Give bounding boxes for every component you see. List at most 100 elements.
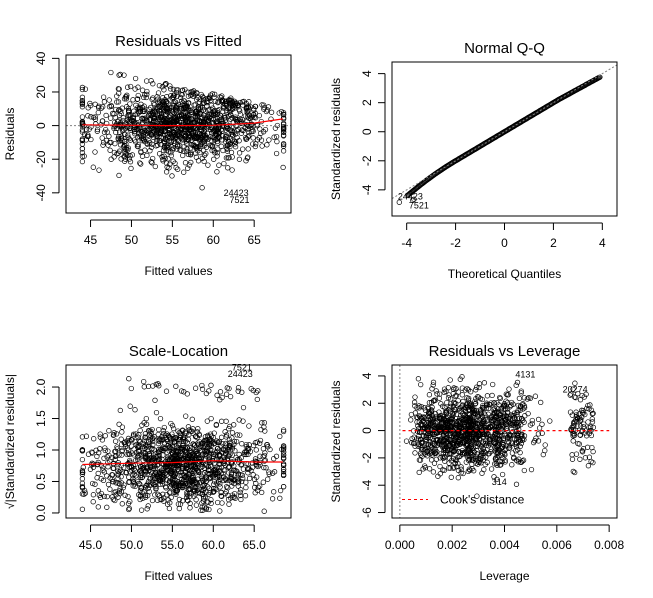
data-point [467, 431, 473, 437]
data-point [513, 481, 520, 487]
data-point [132, 111, 139, 117]
data-point [577, 415, 583, 421]
data-point [121, 153, 127, 160]
data-point [168, 446, 174, 452]
data-point [187, 151, 194, 157]
data-point [472, 401, 478, 407]
data-point [192, 488, 198, 494]
data-point [502, 421, 509, 428]
data-point [255, 484, 261, 491]
data-point [157, 481, 163, 488]
data-point [237, 432, 243, 438]
data-point [496, 424, 502, 430]
data-point [474, 493, 480, 499]
data-point [462, 387, 468, 393]
data-point [97, 446, 103, 452]
scale-location-panel: Scale-Location Fitted values √|Standardize… [3, 343, 292, 583]
data-point [215, 445, 221, 452]
data-point [408, 411, 415, 418]
data-point [169, 147, 176, 153]
data-point [208, 450, 214, 456]
data-point [155, 449, 162, 456]
data-point [163, 160, 170, 166]
data-point [162, 128, 168, 134]
data-point [124, 84, 131, 90]
x-tick-label: 50.0 [120, 538, 144, 552]
data-point [175, 166, 181, 172]
data-point [185, 486, 192, 493]
data-point [121, 72, 127, 78]
data-point [459, 402, 466, 408]
data-point [448, 438, 454, 445]
data-point [126, 451, 132, 457]
data-point [515, 408, 521, 414]
data-point [245, 111, 251, 117]
data-point [203, 461, 209, 467]
data-point [451, 385, 457, 391]
data-point [173, 489, 179, 496]
data-point [192, 433, 199, 440]
data-point [493, 457, 499, 463]
data-point [170, 473, 177, 479]
data-point [156, 493, 163, 499]
legend-label: Cook's distance [440, 493, 525, 507]
data-point [142, 92, 148, 98]
data-point [456, 406, 462, 412]
y-tick-label: -2 [360, 452, 374, 463]
plot-title: Normal Q-Q [464, 40, 545, 57]
data-point [180, 434, 187, 440]
data-point [223, 134, 229, 140]
data-point [164, 456, 171, 463]
data-point [460, 398, 466, 405]
data-point [475, 461, 481, 467]
data-point [79, 98, 86, 104]
data-point [148, 455, 154, 461]
data-point [136, 437, 142, 443]
data-point [219, 137, 225, 143]
data-point [108, 102, 114, 109]
data-point [142, 471, 148, 478]
data-point [575, 423, 581, 429]
data-point [244, 104, 250, 110]
data-point [146, 482, 152, 488]
data-point [217, 481, 223, 487]
data-point [178, 119, 185, 126]
data-point [188, 453, 194, 459]
data-point [156, 137, 162, 144]
data-point [587, 428, 593, 434]
data-point [448, 474, 454, 480]
data-point [203, 390, 210, 397]
data-point [219, 493, 225, 500]
data-point [452, 393, 458, 399]
data-point [226, 105, 232, 111]
data-point [155, 431, 161, 438]
data-point [210, 110, 217, 117]
data-point [466, 420, 473, 426]
x-tick-label: 65 [248, 233, 262, 247]
x-tick-label: 0.006 [542, 538, 572, 552]
data-point [471, 468, 477, 474]
data-point [474, 451, 480, 457]
data-point [223, 391, 230, 397]
data-point [123, 141, 129, 147]
data-point [162, 82, 168, 88]
data-point [156, 82, 163, 89]
data-point [97, 431, 103, 437]
data-point [217, 461, 223, 467]
data-point [155, 440, 162, 447]
data-point [445, 426, 451, 432]
data-point [130, 476, 136, 482]
data-point [148, 159, 154, 165]
data-point [185, 473, 192, 480]
data-point [203, 108, 209, 114]
data-point [532, 438, 538, 444]
data-point [108, 156, 114, 162]
data-point [160, 491, 166, 497]
data-point [231, 494, 237, 500]
data-point [198, 486, 204, 493]
data-point [590, 424, 597, 431]
data-point [214, 392, 220, 398]
data-point [210, 434, 216, 441]
data-point [153, 483, 159, 490]
data-point [208, 415, 214, 422]
